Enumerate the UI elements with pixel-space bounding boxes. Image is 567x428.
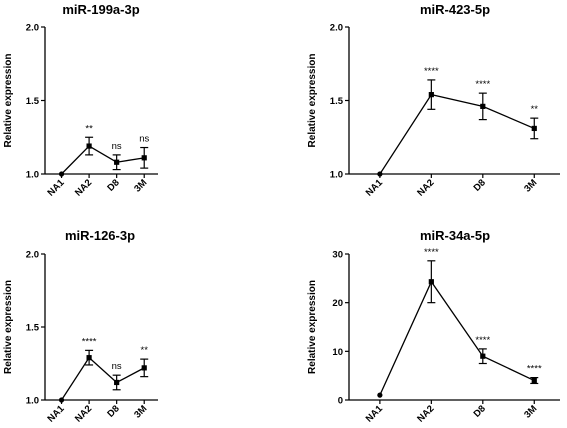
data-point (428, 279, 434, 285)
panel-1: miR-199a-3p Relative expression 1.0 1.5 2.0 N… (3, 2, 158, 199)
panel-4: miR-34a-5p Relative expression 0 10 20 30 NA1 N… (307, 228, 560, 425)
y-axis-label: Relative expression (307, 54, 318, 148)
y-tick-label: 2.0 (330, 23, 343, 34)
y-tick-label: 10 (332, 347, 343, 358)
data-point (114, 159, 120, 165)
y-tick-label: 1.5 (26, 96, 40, 107)
data-point (428, 92, 434, 98)
x-tick-label: 3M (522, 403, 539, 420)
x-tick-label: NA2 (415, 403, 436, 424)
series-line (379, 93, 535, 175)
series-line (379, 280, 535, 396)
x-tick-label: D8 (105, 403, 121, 419)
y-tick-label: 1.5 (26, 323, 40, 334)
x-tick-label: D8 (105, 177, 121, 193)
x-tick-label: NA2 (73, 177, 94, 198)
x-tick-label: NA2 (415, 177, 436, 198)
x-tick-label: 3M (132, 177, 149, 194)
x-tick-label: 3M (132, 403, 149, 420)
x-tick-label: D8 (472, 403, 488, 419)
y-axis-label: Relative expression (307, 280, 318, 374)
x-tick-label: NA1 (45, 403, 67, 425)
series-line (61, 145, 145, 175)
x-tick-label: 3M (522, 177, 539, 194)
data-point (141, 365, 147, 371)
x-tick-label: NA2 (73, 403, 94, 424)
data-point (531, 125, 537, 132)
significance-label: ** (85, 123, 93, 134)
y-tick-label: 1.0 (26, 170, 39, 181)
y-tick-label: 1.0 (330, 170, 343, 181)
significance-label: **** (527, 364, 542, 375)
data-point (377, 392, 383, 398)
significance-label: **** (82, 336, 97, 347)
y-tick-label: 2.0 (26, 250, 39, 261)
x-tick-label: NA1 (45, 177, 67, 199)
y-tick-label: 20 (332, 298, 343, 309)
significance-label: ns (139, 134, 149, 145)
significance-label: **** (475, 335, 490, 346)
y-tick-label: 1.5 (330, 96, 344, 107)
significance-label: **** (424, 66, 439, 77)
significance-label: ** (141, 345, 149, 356)
data-point (377, 171, 383, 177)
significance-label: ns (112, 141, 122, 152)
data-point (58, 397, 65, 403)
panel-3: miR-126-3p Relative expression 1.0 1.5 2.0 NA… (3, 228, 158, 425)
y-tick-label: 1.0 (26, 396, 39, 407)
x-tick-label: D8 (472, 177, 488, 193)
panel-2: miR-423-5p Relative expression 1.0 1.5 2.0 NA… (307, 2, 560, 199)
panel-title: miR-34a-5p (420, 228, 490, 243)
data-point (480, 353, 486, 359)
significance-label: ** (531, 104, 539, 115)
data-point (531, 377, 537, 384)
significance-label: **** (424, 247, 439, 258)
series-line (60, 356, 145, 401)
y-tick-label: 0 (338, 396, 343, 407)
data-point (480, 103, 486, 109)
y-tick-label: 2.0 (26, 23, 39, 34)
data-point (114, 379, 120, 386)
significance-label: ns (112, 361, 122, 372)
data-point (141, 155, 147, 161)
y-axis-label: Relative expression (3, 54, 14, 148)
x-tick-label: NA1 (364, 403, 386, 425)
data-point (86, 143, 92, 149)
panel-title: miR-423-5p (420, 2, 490, 17)
panel-title: miR-126-3p (65, 228, 135, 243)
y-axis-label: Relative expression (3, 280, 14, 374)
data-point (58, 171, 65, 177)
significance-label: **** (475, 79, 490, 90)
panel-title: miR-199a-3p (62, 2, 139, 17)
x-tick-label: NA1 (364, 177, 386, 199)
y-tick-label: 30 (332, 250, 343, 261)
data-point (86, 355, 92, 361)
